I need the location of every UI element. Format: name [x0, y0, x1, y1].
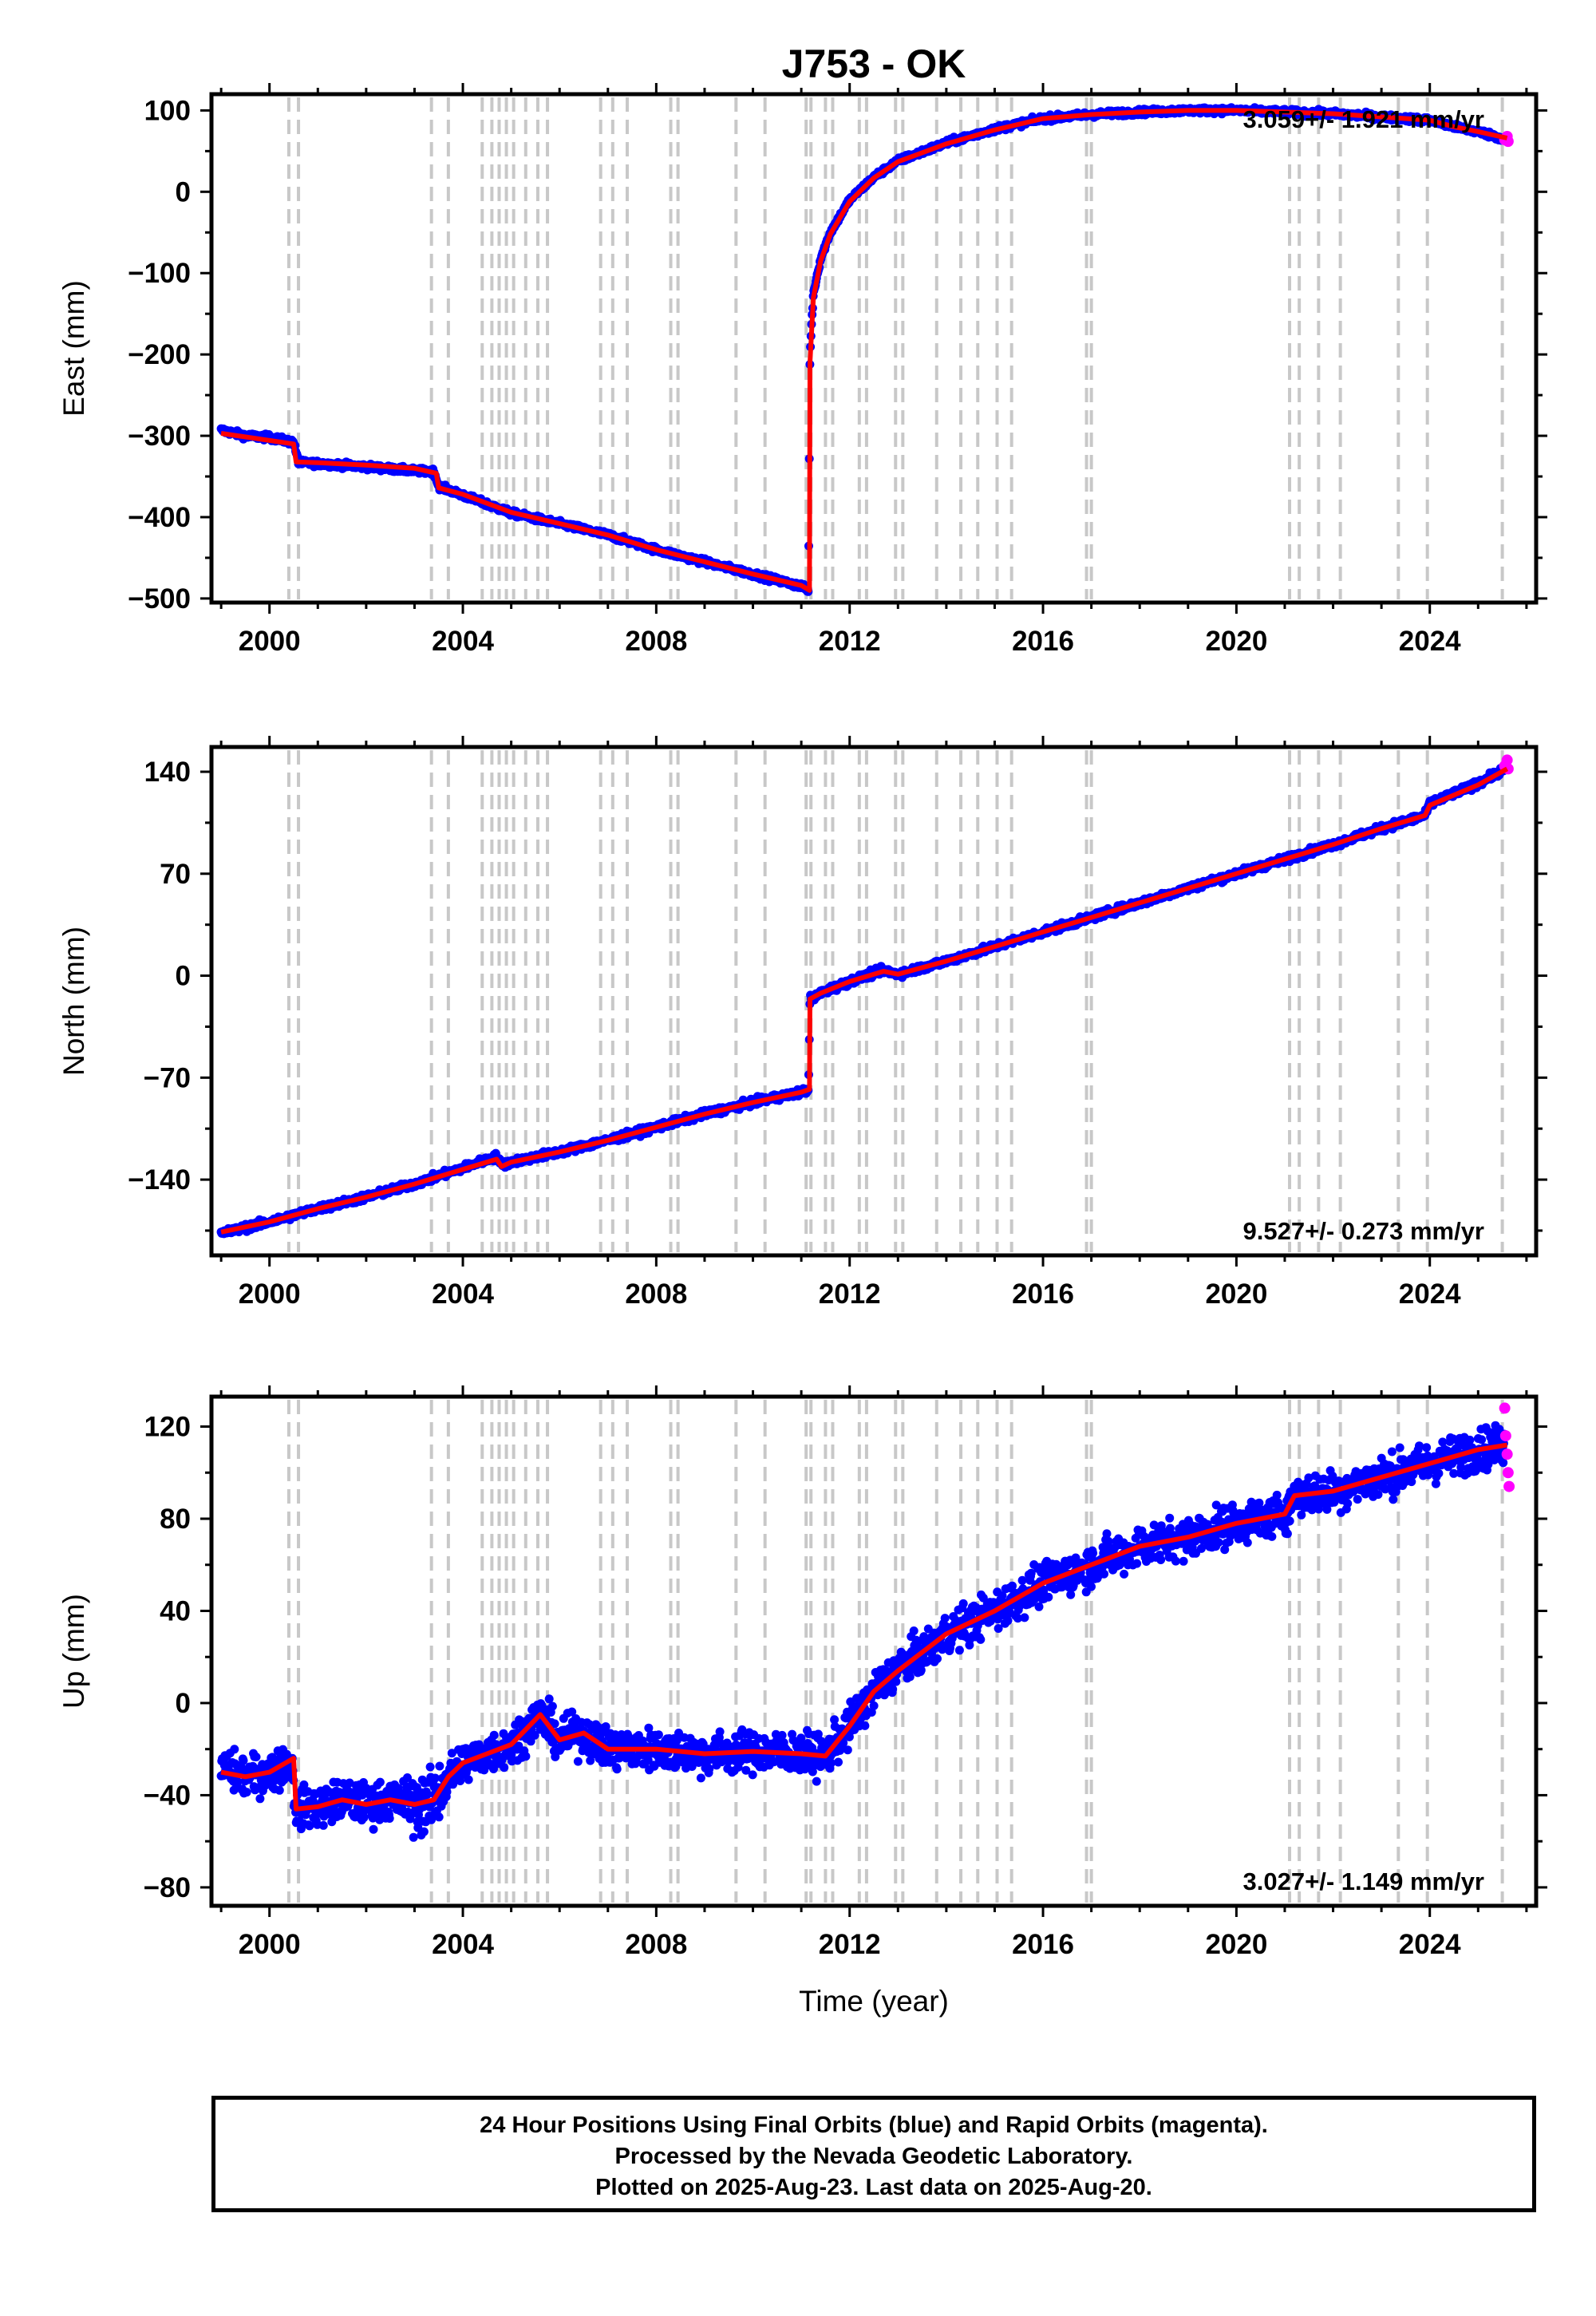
y-tick-label: −500: [128, 583, 191, 615]
x-tick-label: 2024: [1399, 1279, 1461, 1310]
x-tick-label: 2000: [239, 1279, 301, 1310]
y-axis-label: East (mm): [57, 280, 90, 417]
up-panel: 2000 2004 2008 2012 2016 2020 2024−80−40040801…: [57, 1385, 1547, 1960]
east-panel: 2000 2004 2008 2012 2016 2020 2024 −500 −400 −300…: [57, 83, 1547, 657]
y-tick-label: 140: [144, 757, 191, 788]
y-axis-label: North (mm): [57, 927, 90, 1076]
x-tick-label: 2016: [1012, 1279, 1074, 1310]
final-orbit-point: [242, 1788, 251, 1797]
x-tick-label: 2016: [1012, 626, 1074, 657]
x-tick-label: 2000: [239, 626, 301, 657]
y-tick-label: −100: [128, 258, 191, 289]
y-tick-label: −400: [128, 502, 191, 533]
final-orbits-points: [216, 1421, 1509, 1842]
rate-annotation: 3.059+/- 1.921 mm/yr: [1243, 105, 1484, 133]
x-tick-label: 2004: [432, 626, 494, 657]
x-tick-label: 2008: [625, 626, 687, 657]
north-panel: 2000 2004 2008 2012 2016 2020 2024 −140 −70 0 70 14…: [57, 736, 1547, 1310]
y-tick-label: 70: [160, 859, 191, 890]
y-tick-label: −140: [128, 1164, 191, 1196]
y-tick-label: −70: [144, 1062, 191, 1093]
plot-frame: [209, 92, 1539, 605]
x-tick-label: 2012: [819, 626, 881, 657]
x-tick-label: 2020: [1205, 626, 1267, 657]
figure-title: J753 - OK: [782, 41, 966, 86]
rate-annotation: 9.527+/- 0.273 mm/yr: [1243, 1217, 1484, 1245]
y-tick-label: 0: [176, 961, 191, 992]
model-line: [220, 766, 1509, 1235]
final-orbit-point: [230, 1745, 239, 1754]
x-tick-label: 2008: [625, 1279, 687, 1310]
final-orbits-points: [216, 103, 1509, 596]
y-tick-label: 0: [176, 176, 191, 207]
x-tick-label: 2024: [1399, 626, 1461, 657]
y-tick-label: −200: [128, 339, 191, 370]
final-orbit-point: [239, 1756, 248, 1765]
x-tick-label: 2020: [1205, 1279, 1267, 1310]
x-tick-label: 2004: [432, 1279, 494, 1310]
final-orbits-points: [216, 762, 1509, 1239]
y-tick-label: −300: [128, 421, 191, 452]
y-tick-label: 100: [144, 95, 191, 126]
x-tick-label: 2012: [819, 1279, 881, 1310]
